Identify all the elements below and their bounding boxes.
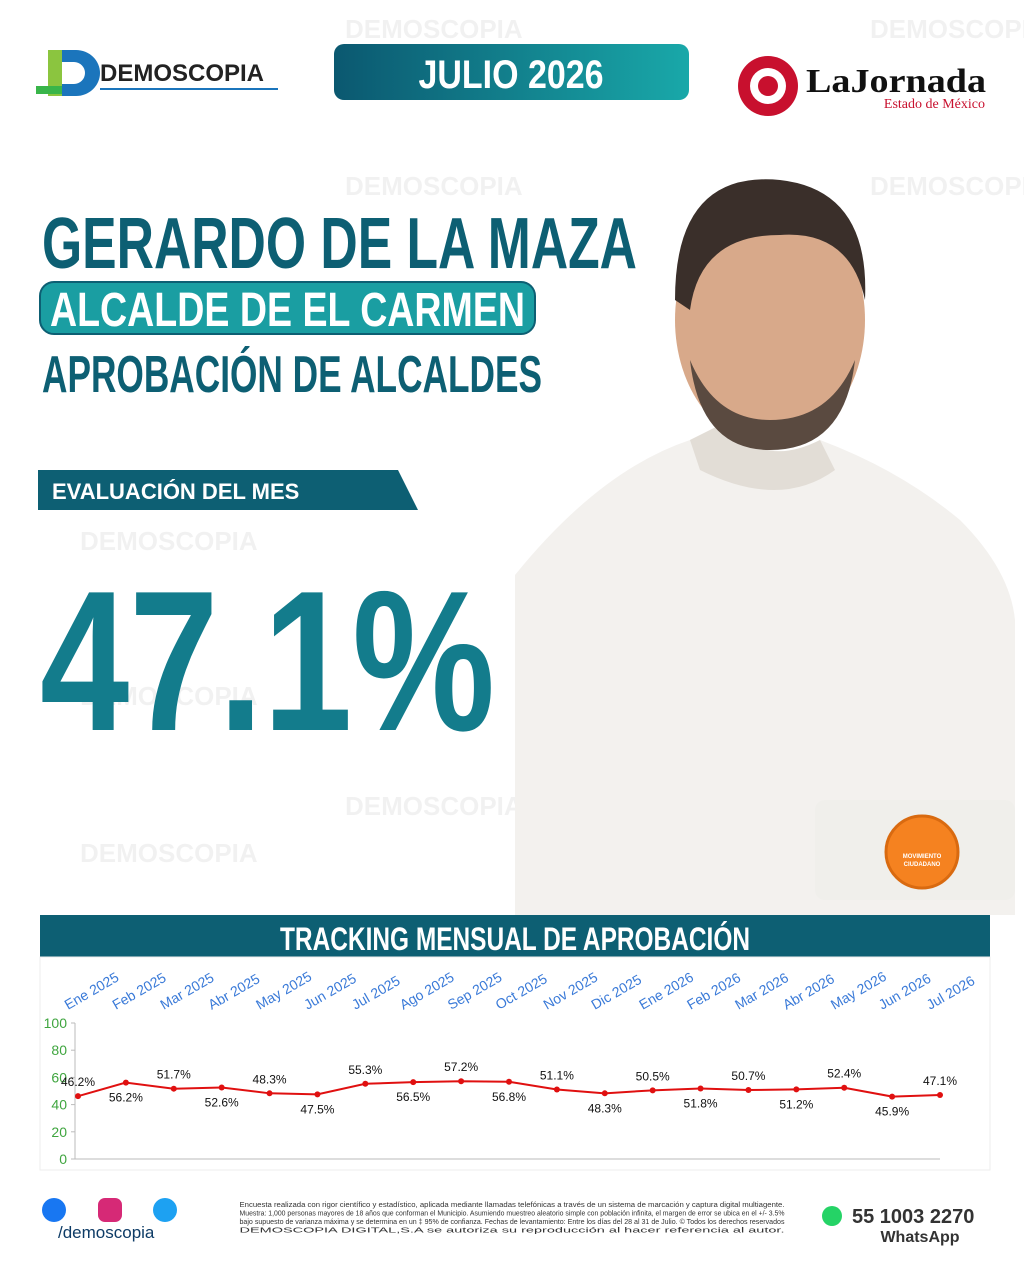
phone: 55 1003 2270 bbox=[852, 1206, 974, 1228]
data-label: 48.3% bbox=[253, 1072, 287, 1086]
point bbox=[601, 1090, 608, 1097]
point bbox=[362, 1080, 369, 1087]
footnote: Encuesta realizada con rigor científico … bbox=[240, 1202, 785, 1235]
party-name: CIUDADANO bbox=[904, 862, 941, 868]
data-label: 47.1% bbox=[923, 1074, 957, 1088]
chart-title: TRACKING MENSUAL DE APROBACIÓN bbox=[280, 921, 750, 957]
y-tick-label: 100 bbox=[44, 1015, 68, 1031]
footnote-line: DEMOSCOPIA DIGITAL,S.A se autoriza su re… bbox=[240, 1228, 785, 1235]
y-tick-label: 80 bbox=[51, 1042, 67, 1058]
date: JULIO 2026 bbox=[419, 53, 604, 97]
watermark: DEMOSCOPIA bbox=[345, 171, 523, 201]
data-label: 56.5% bbox=[396, 1090, 430, 1104]
watermark: DEMOSCOPIA bbox=[345, 791, 523, 821]
watermark: DEMOSCOPIA bbox=[80, 681, 258, 711]
topic: APROBACIÓN DE ALCALDES bbox=[42, 346, 542, 404]
evaluation-label: EVALUACIÓN DEL MES bbox=[52, 479, 299, 504]
social-handle: /demoscopia bbox=[58, 1223, 155, 1242]
brand-logo bbox=[36, 50, 100, 96]
data-label: 47.5% bbox=[300, 1102, 334, 1116]
whatsapp-icon[interactable] bbox=[822, 1206, 842, 1226]
data-label: 51.2% bbox=[779, 1097, 813, 1111]
y-tick-label: 0 bbox=[59, 1151, 67, 1167]
data-label: 52.4% bbox=[827, 1067, 861, 1081]
social-icons[interactable] bbox=[42, 1198, 177, 1222]
point bbox=[697, 1085, 704, 1092]
brand-name: DEMOSCOPIA bbox=[100, 60, 264, 87]
data-label: 51.1% bbox=[540, 1069, 574, 1083]
point bbox=[889, 1093, 896, 1100]
point bbox=[122, 1079, 129, 1086]
point bbox=[266, 1090, 273, 1097]
data-label: 55.3% bbox=[348, 1063, 382, 1077]
phone-label: WhatsApp bbox=[880, 1229, 959, 1246]
data-label: 52.6% bbox=[205, 1095, 239, 1109]
footnote-line: Muestra: 1,000 personas mayores de 18 añ… bbox=[240, 1211, 785, 1218]
data-label: 56.2% bbox=[109, 1091, 143, 1105]
partner-name: LaJornada bbox=[806, 63, 986, 100]
instagram-icon[interactable] bbox=[98, 1198, 122, 1222]
party-name: MOVIMIENTO bbox=[903, 854, 942, 860]
partner-sub: Estado de México bbox=[884, 97, 985, 112]
data-label: 51.8% bbox=[684, 1097, 718, 1111]
position: ALCALDE DE EL CARMEN bbox=[50, 284, 525, 337]
point bbox=[75, 1093, 81, 1100]
point bbox=[745, 1087, 752, 1094]
point bbox=[506, 1078, 512, 1085]
point bbox=[841, 1084, 848, 1091]
brand-underline bbox=[100, 88, 278, 90]
data-label: 50.7% bbox=[731, 1069, 765, 1083]
y-tick-label: 20 bbox=[51, 1124, 67, 1140]
footnote-line: Encuesta realizada con rigor científico … bbox=[240, 1202, 785, 1209]
candidate-photo bbox=[515, 179, 1015, 915]
point bbox=[170, 1085, 177, 1092]
point bbox=[458, 1078, 465, 1085]
party-logo bbox=[884, 814, 960, 890]
partner-logo bbox=[738, 56, 798, 116]
data-label: 51.7% bbox=[157, 1068, 191, 1082]
data-label: 50.5% bbox=[636, 1069, 670, 1083]
candidate-name: GERARDO DE LA MAZA bbox=[42, 204, 637, 284]
point bbox=[410, 1079, 417, 1086]
evaluation-value: 47.1% bbox=[40, 550, 495, 773]
y-tick-label: 40 bbox=[51, 1097, 67, 1113]
watermark: DEMOSCOPIA bbox=[80, 838, 258, 868]
watermark: DEMOSCOPIA bbox=[80, 526, 258, 556]
data-label: 48.3% bbox=[588, 1101, 622, 1115]
watermark: DEMOSCOPIA bbox=[345, 14, 523, 44]
data-label: 57.2% bbox=[444, 1060, 478, 1074]
evaluation-banner bbox=[38, 470, 418, 510]
footnote-line: bajo supuesto de varianza máxima y se de… bbox=[240, 1218, 785, 1226]
point bbox=[218, 1084, 225, 1091]
watermark: DEMOSCOPIA bbox=[870, 171, 1024, 201]
point bbox=[649, 1087, 656, 1094]
chart-title-banner bbox=[40, 915, 990, 957]
point bbox=[793, 1086, 800, 1093]
point bbox=[314, 1091, 321, 1098]
watermark: DEMOSCOPIA bbox=[870, 14, 1024, 44]
facebook-icon[interactable] bbox=[42, 1198, 66, 1222]
data-label: 46.2% bbox=[61, 1075, 95, 1089]
position-pill bbox=[39, 281, 536, 335]
point bbox=[553, 1086, 560, 1093]
chart-panel bbox=[39, 956, 991, 1171]
y-tick-label: 60 bbox=[51, 1069, 67, 1085]
data-label: 56.8% bbox=[492, 1090, 526, 1104]
twitter-icon[interactable] bbox=[153, 1198, 177, 1222]
date-pill bbox=[334, 44, 689, 100]
data-label: 45.9% bbox=[875, 1105, 909, 1119]
point bbox=[937, 1091, 943, 1098]
